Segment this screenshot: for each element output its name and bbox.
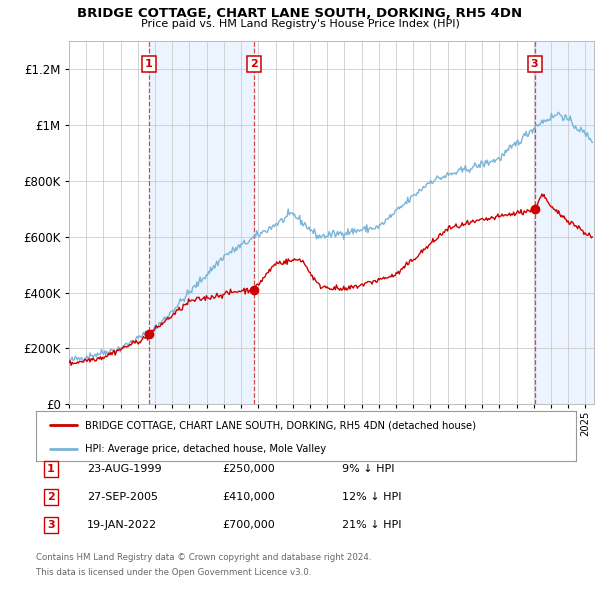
Text: 19-JAN-2022: 19-JAN-2022: [87, 520, 157, 530]
Text: 2: 2: [250, 58, 258, 68]
Text: 12% ↓ HPI: 12% ↓ HPI: [342, 492, 401, 502]
Text: BRIDGE COTTAGE, CHART LANE SOUTH, DORKING, RH5 4DN: BRIDGE COTTAGE, CHART LANE SOUTH, DORKIN…: [77, 7, 523, 20]
Text: 27-SEP-2005: 27-SEP-2005: [87, 492, 158, 502]
Text: 1: 1: [145, 58, 153, 68]
Text: 21% ↓ HPI: 21% ↓ HPI: [342, 520, 401, 530]
Text: £410,000: £410,000: [222, 492, 275, 502]
Text: This data is licensed under the Open Government Licence v3.0.: This data is licensed under the Open Gov…: [36, 568, 311, 577]
Text: BRIDGE COTTAGE, CHART LANE SOUTH, DORKING, RH5 4DN (detached house): BRIDGE COTTAGE, CHART LANE SOUTH, DORKIN…: [85, 420, 476, 430]
Text: 23-AUG-1999: 23-AUG-1999: [87, 464, 161, 474]
Text: 1: 1: [47, 464, 55, 474]
Text: £250,000: £250,000: [222, 464, 275, 474]
Text: Price paid vs. HM Land Registry's House Price Index (HPI): Price paid vs. HM Land Registry's House …: [140, 19, 460, 29]
Text: 9% ↓ HPI: 9% ↓ HPI: [342, 464, 395, 474]
Text: HPI: Average price, detached house, Mole Valley: HPI: Average price, detached house, Mole…: [85, 444, 326, 454]
Text: Contains HM Land Registry data © Crown copyright and database right 2024.: Contains HM Land Registry data © Crown c…: [36, 553, 371, 562]
Text: 3: 3: [531, 58, 538, 68]
Text: 3: 3: [47, 520, 55, 530]
Bar: [535, 41, 594, 404]
Text: £700,000: £700,000: [222, 520, 275, 530]
Text: 2: 2: [47, 492, 55, 502]
Bar: [149, 41, 254, 404]
